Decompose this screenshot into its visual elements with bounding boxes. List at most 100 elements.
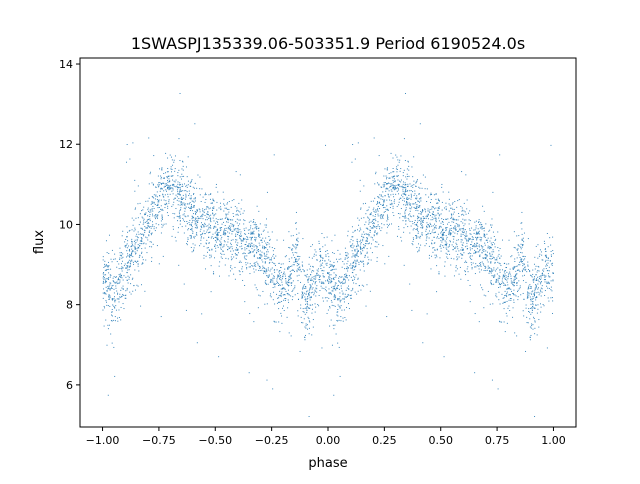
data-point: [329, 260, 331, 262]
data-point: [354, 266, 356, 268]
data-point: [177, 183, 179, 185]
data-point: [426, 188, 428, 190]
data-point: [125, 246, 127, 248]
data-point: [252, 231, 254, 233]
data-point: [254, 262, 256, 264]
data-point: [406, 173, 408, 175]
data-point: [258, 230, 260, 232]
data-point: [422, 209, 424, 211]
data-point: [303, 318, 305, 320]
data-point: [375, 226, 377, 228]
data-point: [425, 239, 427, 241]
data-point: [263, 266, 265, 268]
data-point: [346, 263, 348, 265]
data-point: [366, 251, 368, 253]
data-point: [233, 199, 235, 201]
data-point: [142, 262, 144, 264]
data-point: [373, 222, 375, 224]
data-point: [255, 226, 257, 228]
data-point: [333, 287, 335, 289]
data-point: [523, 264, 525, 266]
data-point: [167, 207, 169, 209]
data-point: [451, 244, 453, 246]
data-point: [215, 236, 217, 238]
data-point: [378, 184, 380, 186]
data-point: [461, 249, 463, 251]
data-point: [228, 211, 230, 213]
data-point: [130, 283, 132, 285]
data-point: [300, 304, 302, 306]
data-point: [173, 198, 175, 200]
data-point: [260, 254, 262, 256]
data-point: [263, 272, 265, 274]
data-point: [278, 276, 280, 278]
data-point: [352, 240, 354, 242]
data-point: [463, 219, 465, 221]
data-point: [128, 249, 130, 251]
data-point: [369, 229, 371, 231]
data-point: [396, 187, 398, 189]
data-point: [470, 244, 472, 246]
data-point: [158, 206, 160, 208]
data-point: [257, 249, 259, 251]
data-point: [366, 252, 368, 254]
data-point: [139, 202, 141, 204]
data-point: [204, 233, 206, 235]
data-point: [308, 307, 310, 309]
data-point: [405, 176, 407, 178]
y-tick-label: 12: [59, 138, 73, 151]
data-point: [503, 275, 505, 277]
data-point: [359, 269, 361, 271]
data-point: [290, 295, 292, 297]
data-point: [456, 256, 458, 258]
data-point: [419, 206, 421, 208]
data-point: [281, 278, 283, 280]
data-point: [506, 294, 508, 296]
data-point: [167, 193, 169, 195]
data-point: [313, 253, 315, 255]
data-point: [163, 186, 165, 188]
data-point: [413, 206, 415, 208]
data-point: [305, 307, 307, 309]
data-point: [303, 311, 305, 313]
x-tick-label: 0.25: [372, 434, 397, 447]
data-point: [396, 175, 398, 177]
data-point: [547, 281, 549, 283]
data-point: [103, 305, 105, 307]
data-point: [246, 239, 248, 241]
data-point: [240, 242, 242, 244]
data-point: [316, 272, 318, 274]
data-point: [455, 250, 457, 252]
data-point: [438, 273, 440, 275]
data-point: [244, 301, 246, 303]
data-point: [147, 222, 149, 224]
data-point: [352, 231, 354, 233]
data-point: [368, 259, 370, 261]
data-point: [345, 267, 347, 269]
data-point: [234, 278, 236, 280]
data-point: [540, 281, 542, 283]
data-point: [123, 265, 125, 267]
data-point: [137, 237, 139, 239]
data-point: [221, 236, 223, 238]
data-point: [506, 300, 508, 302]
data-point: [308, 320, 310, 322]
data-point: [273, 253, 275, 255]
data-point: [390, 185, 392, 187]
data-point: [250, 238, 252, 240]
data-point: [416, 222, 418, 224]
data-point: [235, 233, 237, 235]
data-point: [315, 306, 317, 308]
data-point: [117, 277, 119, 279]
data-point: [537, 244, 539, 246]
data-point: [355, 260, 357, 262]
data-point: [402, 189, 404, 191]
data-point: [133, 230, 135, 232]
data-point: [386, 188, 388, 190]
data-point: [471, 227, 473, 229]
data-point: [253, 219, 255, 221]
data-point: [113, 281, 115, 283]
data-point: [263, 258, 265, 260]
data-point: [143, 218, 145, 220]
data-point: [223, 244, 225, 246]
